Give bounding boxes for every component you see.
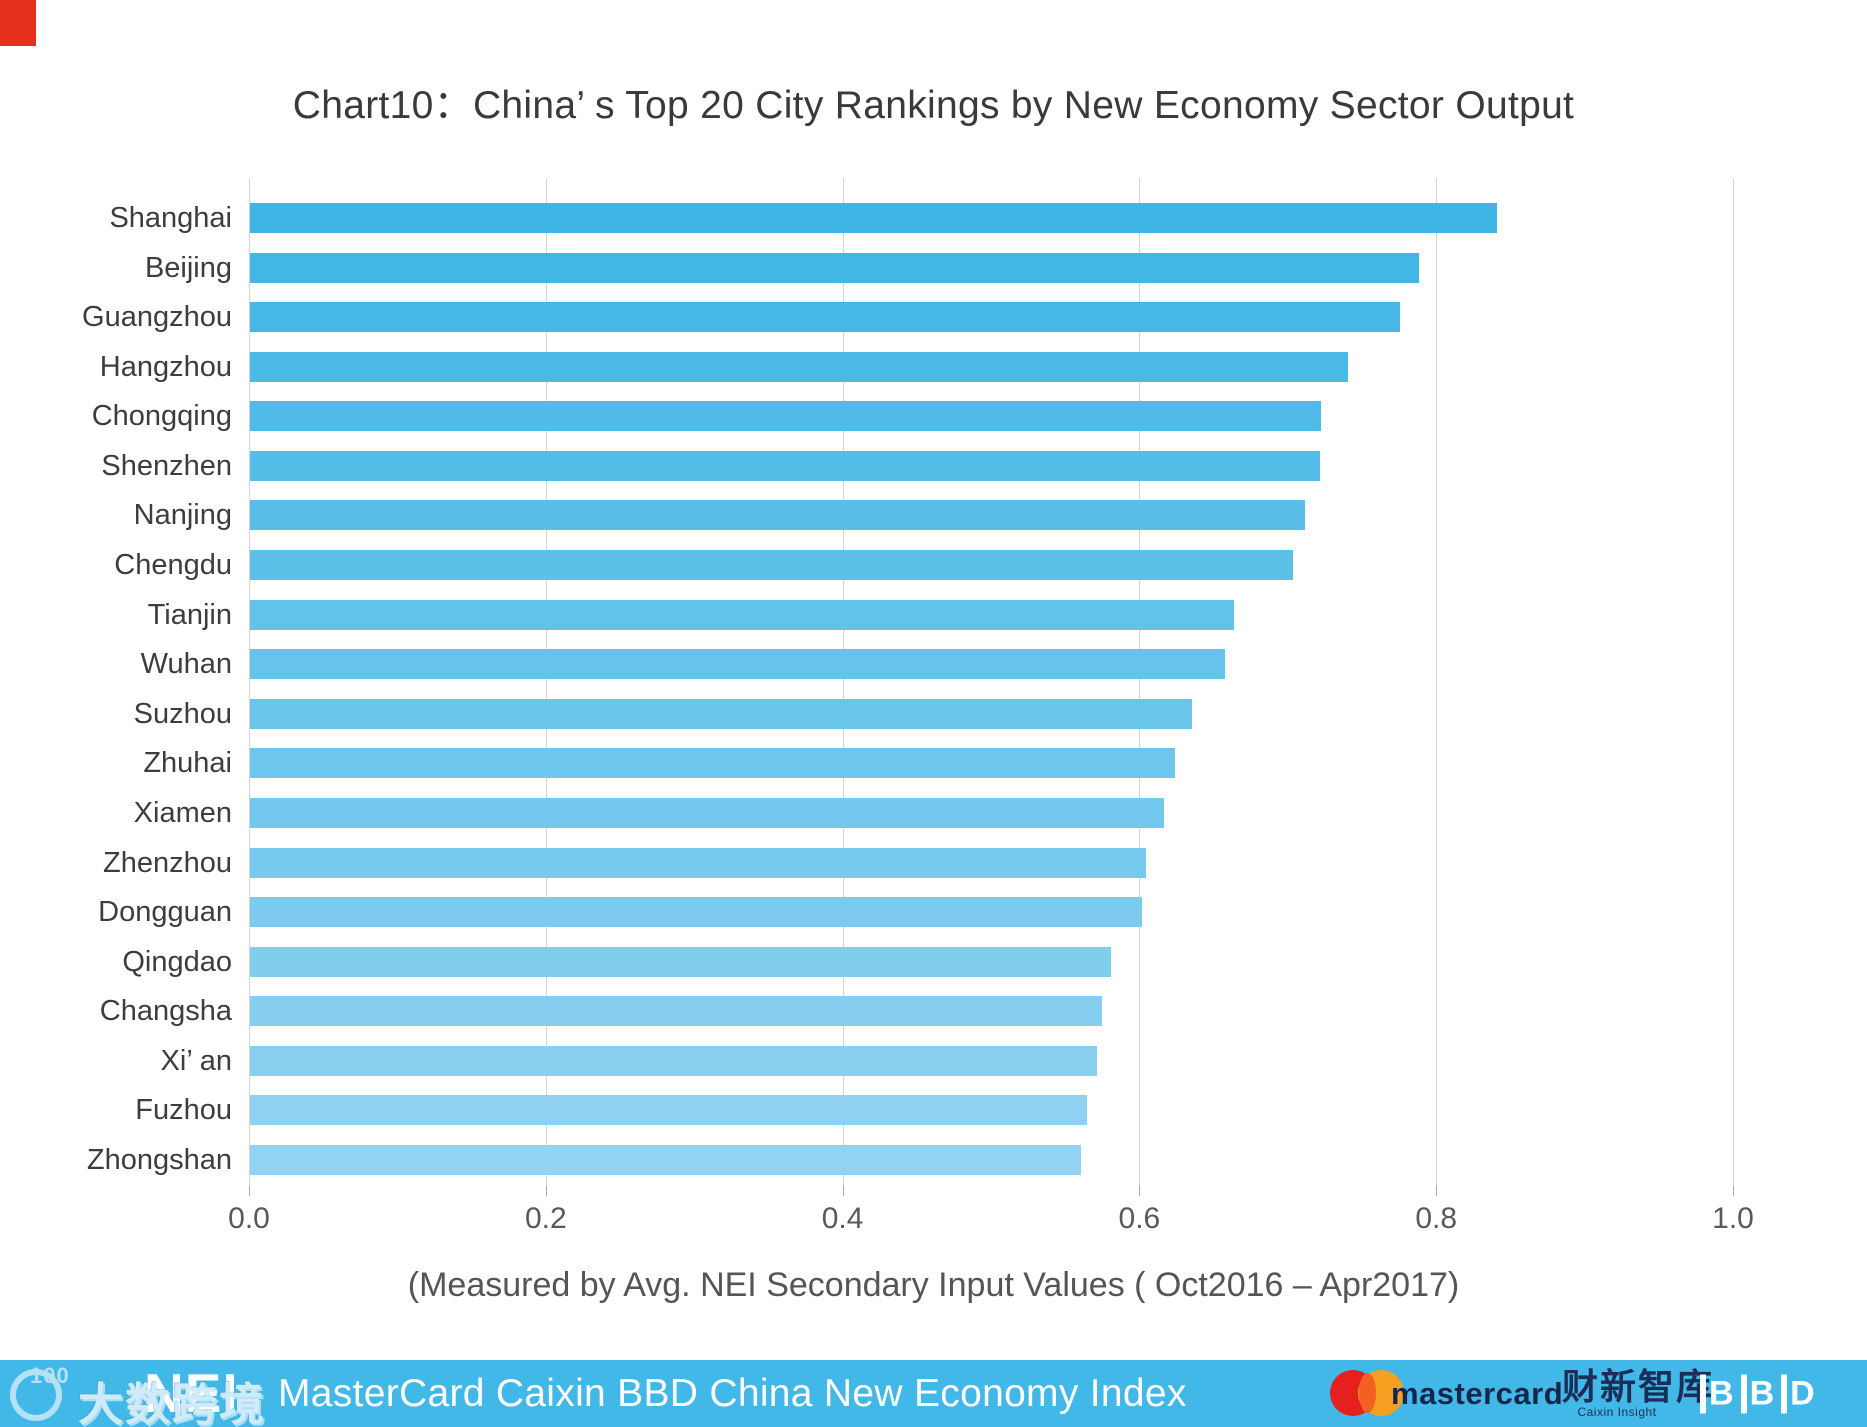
gridline bbox=[842, 178, 844, 1186]
watermark-text: 大数跨境 bbox=[78, 1379, 267, 1427]
y-axis-label: Wuhan bbox=[140, 648, 232, 681]
footer-bar: NEI 100 大数跨境 MasterCard Caixin BBD China… bbox=[0, 1360, 1867, 1427]
bar bbox=[250, 897, 1142, 928]
bar bbox=[250, 450, 1320, 481]
y-axis-label: Xi’ an bbox=[160, 1044, 232, 1077]
x-axis-tick-label: 0.2 bbox=[524, 1202, 567, 1235]
y-axis-label: Beijing bbox=[144, 251, 232, 284]
bar bbox=[250, 649, 1225, 680]
y-axis-label: Nanjing bbox=[133, 499, 232, 532]
footer-index-name: MasterCard Caixin BBD China New Economy … bbox=[278, 1371, 1187, 1415]
bar bbox=[250, 996, 1102, 1027]
y-axis-label: Guangzhou bbox=[82, 301, 232, 334]
bar bbox=[250, 1045, 1098, 1076]
x-axis-tick-label: 0.0 bbox=[228, 1202, 270, 1235]
bar bbox=[250, 1145, 1082, 1176]
y-axis-label: Qingdao bbox=[122, 945, 232, 978]
nei-logo: NEI bbox=[144, 1362, 239, 1424]
bbd-letter: B bbox=[1700, 1374, 1734, 1413]
x-axis-tick-label: 0.4 bbox=[821, 1202, 864, 1235]
x-axis-tick-label: 0.6 bbox=[1118, 1202, 1161, 1235]
bar bbox=[250, 847, 1147, 878]
corner-red-mark bbox=[0, 0, 36, 46]
y-axis-label: Tianjin bbox=[147, 598, 232, 631]
y-axis-label: Zhuhai bbox=[143, 747, 232, 780]
bar bbox=[250, 599, 1234, 630]
bbd-letter: B bbox=[1740, 1374, 1774, 1413]
mastercard-wordmark: mastercard bbox=[1391, 1375, 1564, 1411]
caixin-cn-text: 财新智库 bbox=[1562, 1366, 1715, 1407]
bbd-letter: D bbox=[1781, 1374, 1815, 1413]
bar bbox=[250, 946, 1111, 977]
bar bbox=[250, 797, 1165, 828]
y-axis-label: Zhenzhou bbox=[103, 846, 232, 879]
x-axis-tickmark bbox=[545, 1186, 547, 1196]
gridline bbox=[249, 178, 250, 1186]
watermark-100-text: 100 bbox=[30, 1363, 70, 1388]
gridline bbox=[1733, 178, 1734, 1186]
y-axis-label: Hangzhou bbox=[99, 350, 232, 383]
gridline bbox=[1436, 178, 1438, 1186]
x-axis-tick-label: 0.8 bbox=[1415, 1202, 1458, 1235]
caixin-en-text: Caixin Insight bbox=[1577, 1405, 1657, 1419]
y-axis-label: Fuzhou bbox=[135, 1094, 232, 1127]
chart-title: Chart10：China’ s Top 20 City Rankings by… bbox=[292, 84, 1575, 127]
y-axis-label: Shenzhen bbox=[101, 449, 232, 482]
y-axis-label: Suzhou bbox=[133, 697, 232, 730]
x-axis-tickmark bbox=[842, 1186, 844, 1196]
y-axis-label: Zhongshan bbox=[86, 1144, 232, 1177]
bar bbox=[250, 500, 1306, 531]
bar bbox=[250, 203, 1497, 233]
gridline bbox=[545, 178, 547, 1186]
y-axis-label: Xiamen bbox=[133, 796, 232, 829]
bar bbox=[250, 550, 1294, 581]
bar bbox=[250, 401, 1322, 432]
gridline bbox=[1139, 178, 1141, 1186]
bar bbox=[250, 351, 1349, 382]
x-axis-tickmark bbox=[1139, 1186, 1141, 1196]
bar bbox=[250, 252, 1420, 283]
x-axis-tickmark bbox=[249, 1186, 250, 1196]
y-axis-label: Changsha bbox=[99, 995, 232, 1028]
x-axis-tickmark bbox=[1733, 1186, 1734, 1196]
y-axis-label: Chengdu bbox=[114, 549, 232, 582]
y-axis-label: Chongqing bbox=[91, 400, 232, 433]
caixin-logo: 财新智库 Caixin Insight bbox=[1562, 1366, 1715, 1420]
bar bbox=[250, 748, 1175, 779]
x-axis-caption: (Measured by Avg. NEI Secondary Input Va… bbox=[407, 1266, 1460, 1304]
x-axis-tick-label: 1.0 bbox=[1712, 1202, 1754, 1235]
bar bbox=[250, 698, 1193, 729]
bar bbox=[250, 1095, 1087, 1126]
bar bbox=[250, 302, 1401, 333]
y-axis-label: Dongguan bbox=[98, 896, 232, 929]
watermark-100-icon: 100 bbox=[10, 1363, 69, 1421]
x-axis-tickmark bbox=[1436, 1186, 1438, 1196]
y-axis-label: Shanghai bbox=[109, 202, 232, 234]
mastercard-overlap-icon bbox=[1359, 1373, 1376, 1413]
